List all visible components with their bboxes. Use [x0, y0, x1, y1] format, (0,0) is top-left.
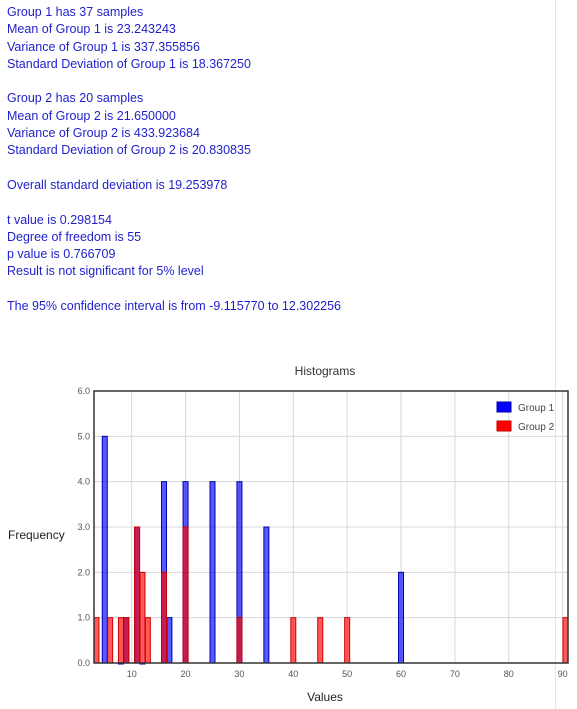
group1-bar [398, 571, 405, 664]
page-divider [555, 0, 556, 709]
y-tick-label: 0.0 [77, 658, 90, 668]
x-tick-label: 80 [504, 669, 514, 679]
group2-bar [123, 617, 130, 664]
x-tick-label: 90 [558, 669, 568, 679]
y-tick-label: 4.0 [77, 477, 90, 487]
group1-sample-count: Group 1 has 37 samples [7, 5, 144, 19]
group1-std-dev: Standard Deviation of Group 1 is 18.3672… [7, 56, 251, 71]
group1-mean: Mean of Group 1 is 23.243243 [7, 22, 176, 37]
degrees-of-freedom: Degree of freedom is 55 [7, 229, 142, 244]
legend-label-group1: Group 1 [518, 403, 555, 414]
group1-bar [101, 435, 108, 664]
chart-legend: Group 1 Group 2 [496, 401, 555, 433]
group2-variance: Variance of Group 2 is 433.923684 [7, 126, 200, 141]
y-tick-label: 1.0 [77, 613, 90, 623]
group2-bar [290, 617, 297, 664]
legend-swatch-group1 [496, 401, 512, 413]
stats-output: Group 1 has 37 samples Mean of Group 1 i… [7, 4, 341, 333]
group2-bar [182, 526, 189, 664]
x-tick-label: 30 [234, 669, 244, 679]
group2-bar [236, 617, 243, 664]
x-axis-label: Values [307, 690, 343, 704]
confidence-interval: The 95% confidence interval is from -9.1… [7, 299, 342, 314]
group2-stats: Group 2 has 20 samples Mean of Group 2 i… [7, 90, 341, 159]
t-test-results: t value is 0.298154 Degree of freedom is… [7, 212, 341, 281]
overall-stats: Overall standard deviation is 19.253978 [7, 177, 341, 194]
group2-bar [344, 617, 351, 664]
group1-variance: Variance of Group 1 is 337.355856 [7, 39, 200, 54]
group2-bar [139, 571, 146, 664]
y-axis-ticks: 0.0 1.0 2.0 3.0 4.0 5.0 6.0 [77, 386, 90, 668]
group2-bar [317, 617, 324, 664]
chart-title: Histograms [295, 364, 356, 378]
plot-frame [93, 390, 569, 664]
y-tick-label: 5.0 [77, 431, 90, 441]
histogram-chart: Histograms Frequency Values 0.0 1.0 2.0 3.0… [8, 364, 569, 704]
x-axis-ticks: 10 20 30 40 50 60 70 80 90 [127, 669, 568, 679]
x-tick-label: 10 [127, 669, 137, 679]
legend-swatch-group2 [496, 420, 512, 432]
group1-stats: Group 1 has 37 samples Mean of Group 1 i… [7, 4, 341, 73]
y-axis-label: Frequency [8, 528, 65, 542]
p-value: p value is 0.766709 [7, 247, 116, 262]
group2-bar [134, 526, 141, 664]
significance-result: Result is not significant for 5% level [7, 264, 204, 279]
group2-sample-count: Group 2 has 20 samples [7, 91, 144, 106]
group1-bar [166, 617, 173, 664]
group1-bar [209, 481, 216, 664]
group2-bar [161, 571, 168, 664]
legend-label-group2: Group 2 [518, 422, 555, 433]
group2-bar [117, 617, 124, 664]
y-tick-label: 2.0 [77, 567, 90, 577]
group1-bar [263, 526, 270, 664]
overall-std-dev: Overall standard deviation is 19.253978 [7, 177, 228, 192]
group2-std-dev: Standard Deviation of Group 2 is 20.8308… [7, 143, 251, 158]
x-tick-label: 20 [181, 669, 191, 679]
y-tick-label: 3.0 [77, 522, 90, 532]
y-tick-label: 6.0 [77, 386, 90, 396]
t-value: t value is 0.298154 [7, 212, 112, 227]
confidence-interval-block: The 95% confidence interval is from -9.1… [7, 298, 341, 315]
group2-bar [107, 617, 114, 664]
group2-mean: Mean of Group 2 is 21.650000 [7, 108, 176, 123]
group2-bar [144, 617, 151, 664]
x-tick-label: 60 [396, 669, 406, 679]
histogram-bars [93, 435, 569, 665]
x-tick-label: 50 [342, 669, 352, 679]
x-tick-label: 40 [288, 669, 298, 679]
x-tick-label: 70 [450, 669, 460, 679]
